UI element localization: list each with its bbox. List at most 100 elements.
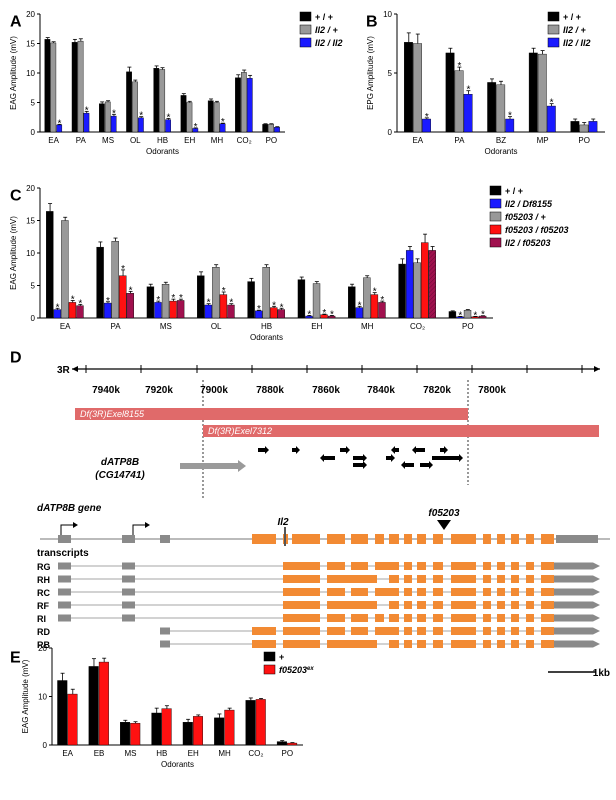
bar <box>77 40 84 133</box>
bar <box>192 716 203 746</box>
bar <box>247 281 255 319</box>
coding-exon <box>511 534 519 544</box>
transcript-label: RD <box>37 627 50 637</box>
y-axis-label: EAG Amplitude (mV) <box>21 659 30 733</box>
transcript-exon <box>417 588 426 596</box>
neighbor-gene-arrow <box>353 454 367 462</box>
transcript-exon <box>327 575 377 583</box>
bar <box>57 680 68 746</box>
transcript-utr <box>122 614 135 622</box>
utr-exon <box>58 535 71 543</box>
coding-exon <box>375 534 384 544</box>
bar <box>537 53 547 133</box>
x-tick-label: HB <box>261 322 272 331</box>
x-tick-label: MH <box>218 749 231 758</box>
significance-star: * <box>473 310 477 321</box>
legend-entry: Il2 / Df8155 <box>505 199 553 209</box>
utr-exon <box>122 535 135 543</box>
bar <box>214 717 225 746</box>
legend-entry: Il2 / f05203 <box>505 238 551 248</box>
significance-star: * <box>78 298 82 309</box>
bar <box>224 709 235 746</box>
transcript-3utr-arrow <box>554 614 600 622</box>
transcript-exon <box>483 601 491 609</box>
x-tick-label: PO <box>462 322 474 331</box>
significance-star: * <box>139 111 143 122</box>
transcript-exon <box>483 627 491 635</box>
allele-il2-label: Il2 <box>277 517 289 528</box>
bar <box>197 275 205 319</box>
promoter-arrow <box>60 524 73 539</box>
transcript-exon <box>511 562 519 570</box>
legend-swatch <box>263 651 276 662</box>
bar <box>99 103 105 133</box>
transcript-exon <box>497 640 505 648</box>
x-axis-label: Odorants <box>250 333 283 342</box>
bar <box>421 242 429 319</box>
bar <box>132 81 138 133</box>
y-tick-label: 0 <box>31 314 36 323</box>
legend-entry-name: Il2 / Df8155 <box>505 199 553 209</box>
transcript-exon <box>526 562 534 570</box>
transcript-exon <box>404 640 412 648</box>
bar <box>276 741 287 746</box>
legend-entry: Il2 / + <box>315 25 339 35</box>
transcript-exon <box>526 575 534 583</box>
gene-arrow-datp8b <box>180 460 246 472</box>
allele-f05203-label: f05203 <box>428 508 460 519</box>
bar <box>153 68 160 133</box>
y-tick-label: 20 <box>26 10 35 19</box>
bar <box>180 95 187 133</box>
bar <box>212 267 220 319</box>
significance-star: * <box>550 98 554 109</box>
bar <box>245 700 256 746</box>
legend-entry: f05203 / f05203 <box>505 225 569 235</box>
bar <box>46 211 54 319</box>
transcript-utr <box>58 575 71 583</box>
neighbor-gene-arrow <box>258 446 269 454</box>
transcript-exon <box>511 627 519 635</box>
y-tick-label: 20 <box>26 184 35 193</box>
x-tick-label: EB <box>94 749 105 758</box>
bar <box>67 693 78 746</box>
neighbor-gene-arrow <box>320 454 335 462</box>
neighbor-gene-arrow <box>386 454 395 462</box>
bar <box>98 661 109 746</box>
bar <box>61 220 69 319</box>
bar <box>104 101 111 133</box>
bar <box>186 102 193 133</box>
bar <box>111 241 119 319</box>
transcript-exon <box>417 640 426 648</box>
bar <box>463 94 473 133</box>
significance-star: * <box>280 302 284 313</box>
significance-star: * <box>71 294 75 305</box>
x-tick-label: MS <box>124 749 136 758</box>
panel-a: A 0 5 10 15 20 EAG Amplitude (mV) EA PA MS OL HB EH M… <box>9 10 343 156</box>
chromosome-arrow-right <box>594 366 600 372</box>
transcript-exon <box>497 562 505 570</box>
bar <box>413 262 421 319</box>
transcript-utr <box>122 601 135 609</box>
y-tick-label: 5 <box>31 99 36 108</box>
transcript-exon <box>511 640 519 648</box>
transcript-exon <box>451 601 476 609</box>
transcript-exon <box>483 614 491 622</box>
utr-exon <box>160 535 170 543</box>
y-tick-label: 0 <box>43 741 48 750</box>
significance-star: * <box>121 264 125 275</box>
ruler-tick-label: 7940k <box>92 385 120 396</box>
significance-star: * <box>179 293 183 304</box>
bar <box>262 267 270 319</box>
legend-entry: + <box>279 652 284 662</box>
bar <box>398 263 406 319</box>
significance-star: * <box>222 286 226 297</box>
bar <box>207 100 214 133</box>
bar <box>159 69 166 133</box>
panel-label: D <box>10 349 22 366</box>
transcript-exon <box>541 575 554 583</box>
panel-label: E <box>10 649 21 666</box>
neighbor-gene-arrow <box>391 446 399 454</box>
y-axis-label: EAG Amplitude (mV) <box>9 36 18 110</box>
y-tick-label: 10 <box>26 69 35 78</box>
transcript-exon <box>283 562 320 570</box>
